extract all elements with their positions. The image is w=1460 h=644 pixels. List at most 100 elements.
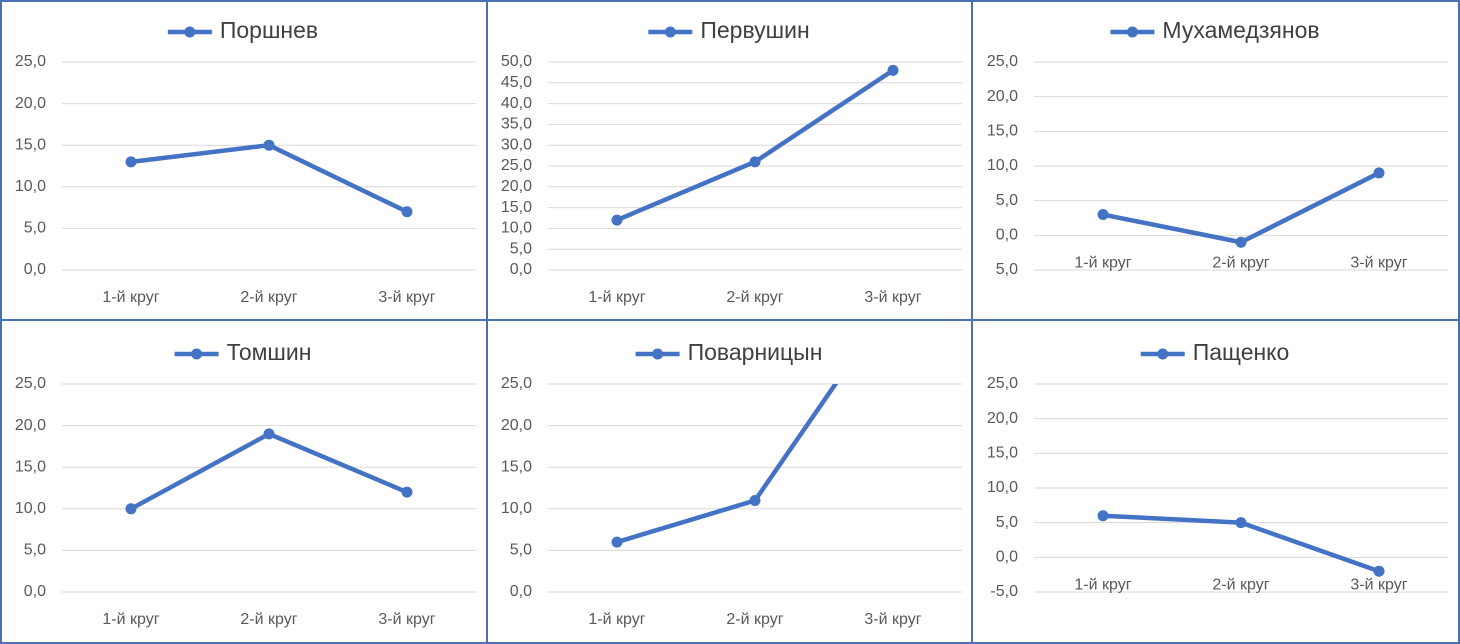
y-tick-label: 5,0 [24,220,46,237]
plot-area [125,428,413,515]
legend: Поварницын [635,339,823,365]
legend-marker [652,348,664,360]
point [749,494,761,506]
y-tick-label: 5,0 [996,514,1018,531]
y-tick-label: 20,0 [15,95,46,112]
point [263,428,275,440]
y-tick-label: 0,0 [24,583,46,600]
point [1097,209,1109,221]
legend-label: Первушин [700,17,809,43]
legend: Первушин [648,17,810,43]
y-tick-label: 10,0 [15,178,46,195]
y-tick-label: 0,0 [510,583,532,600]
y-tick-label: 5,0 [996,261,1018,278]
x-tick-label: 3-й круг [864,611,921,628]
legend-label: Поварницын [688,339,823,365]
point [611,214,623,226]
legend-label: Томшин [227,339,312,365]
y-tick-label: 45,0 [501,74,532,91]
x-tick-label: 2-й круг [240,611,297,628]
y-tick-label: 10,0 [987,479,1018,496]
y-tick-label: 20,0 [501,417,532,434]
y-tick-label: 15,0 [987,445,1018,462]
legend: Мухамедзянов [1110,17,1320,43]
y-tick-label: 5,0 [24,542,46,559]
legend: Пащенко [1140,339,1289,365]
legend-marker [191,348,203,360]
y-tick-label: 5,0 [510,240,532,257]
legend-marker [1157,348,1169,360]
point [1097,510,1109,522]
point [749,156,761,168]
point [125,503,137,515]
y-tick-label: 25,0 [501,375,532,392]
point [401,486,413,498]
x-tick-label: 1-й круг [588,611,645,628]
x-tick-label: 1-й круг [1074,577,1131,594]
y-tick-label: 20,0 [15,417,46,434]
legend-marker [1126,26,1138,38]
point [1235,236,1247,248]
legend-marker [184,26,196,38]
y-tick-label: 15,0 [501,199,532,216]
y-tick-label: 15,0 [987,123,1018,140]
x-tick-label: 1-й круг [1074,255,1131,272]
chart-panel: 0,0 5,0 10,0 15,0 20,0 25,0 30,0 35,0 40,0 45,0 50… [501,17,962,306]
x-tick-label: 2-й круг [726,289,783,306]
y-tick-label: 30,0 [501,136,532,153]
point [263,139,275,151]
point [887,64,899,76]
y-tick-label: 15,0 [15,458,46,475]
point [1235,517,1247,529]
y-tick-label: 15,0 [15,136,46,153]
x-tick-label: 1-й круг [102,611,159,628]
y-tick-label: 50,0 [501,53,532,70]
x-tick-label: 3-й круг [1350,577,1407,594]
legend: Томшин [174,339,312,365]
legend-label: Поршнев [220,17,318,43]
y-tick-label: 10,0 [15,500,46,517]
y-tick-label: 20,0 [987,410,1018,427]
point [125,156,137,168]
y-tick-label: 0,0 [510,261,532,278]
chart-panel: 0,0 5,0 10,0 15,0 20,0 25,0 1-й круг 2-й круг 3-… [15,17,476,306]
x-tick-label: 3-й круг [378,611,435,628]
point [611,536,623,548]
x-tick-label: 2-й круг [1212,577,1269,594]
y-tick-label: 0,0 [996,227,1018,244]
chart-panel: 0,0 5,0 10,0 15,0 20,0 25,0 1-й круг 2-й круг 3-… [15,339,476,628]
x-tick-label: 1-й круг [588,289,645,306]
y-tick-label: -5,0 [990,583,1018,600]
y-tick-label: 25,0 [15,53,46,70]
x-tick-label: 2-й круг [240,289,297,306]
chart-panel: 0,0 5,0 10,0 15,0 20,0 25,0 1-й круг 2-й круг 3-… [501,339,962,628]
y-tick-label: 5,0 [996,192,1018,209]
y-tick-label: 25,0 [501,157,532,174]
y-tick-label: 10,0 [987,157,1018,174]
y-tick-label: 5,0 [510,542,532,559]
plot-area [611,64,899,226]
y-tick-label: 10,0 [501,500,532,517]
y-tick-label: 25,0 [987,375,1018,392]
plot-area [1097,510,1385,577]
point [1373,167,1385,179]
legend: Поршнев [167,17,318,43]
legend-marker [664,26,676,38]
point [401,206,413,218]
legend-label: Мухамедзянов [1162,17,1319,43]
y-tick-label: 0,0 [996,549,1018,566]
x-tick-label: 3-й круг [864,289,921,306]
x-tick-label: 3-й круг [1350,255,1407,272]
x-tick-label: 1-й круг [102,289,159,306]
y-tick-label: 25,0 [15,375,46,392]
plot-area [611,384,839,548]
y-tick-label: 20,0 [501,178,532,195]
y-tick-label: 15,0 [501,458,532,475]
y-tick-label: 40,0 [501,95,532,112]
y-tick-label: 10,0 [501,220,532,237]
x-tick-label: 2-й круг [726,611,783,628]
